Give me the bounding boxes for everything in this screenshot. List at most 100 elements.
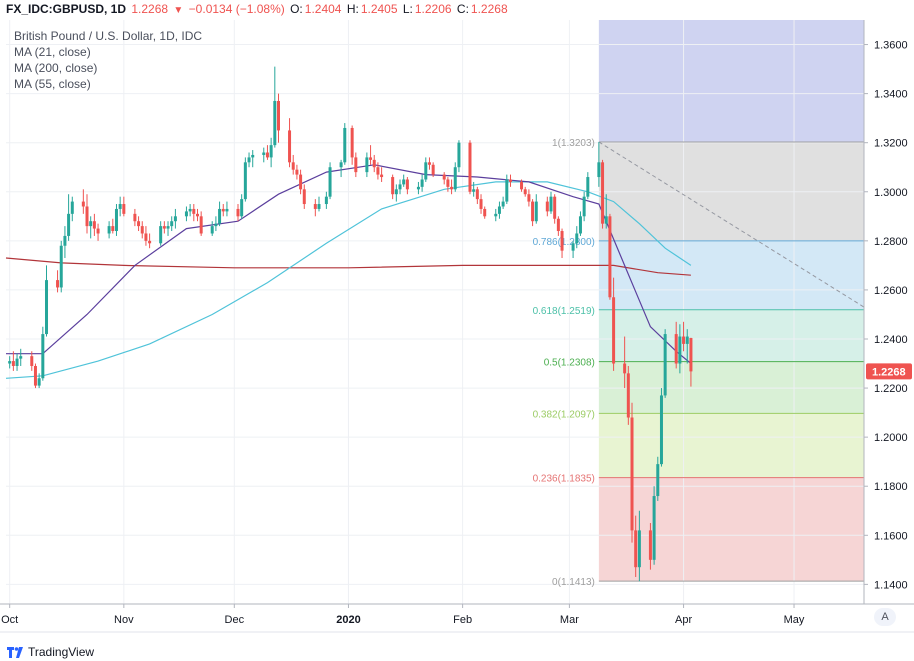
fib-level-label: 0.236(1.1835) (533, 474, 595, 485)
ma21-legend[interactable]: MA (21, close) (14, 45, 91, 59)
candle-body (67, 213, 71, 236)
down-arrow-icon: ▼ (173, 5, 184, 16)
candle-body (549, 196, 553, 212)
candle-body (405, 179, 409, 190)
candle-body (534, 201, 538, 222)
candle-body (431, 164, 435, 175)
time-tick-label: Oct (1, 614, 18, 626)
time-tick-label: May (784, 614, 805, 626)
candle-body (92, 221, 96, 229)
candle-body (199, 216, 203, 234)
candle-body (508, 179, 512, 182)
candle (56, 270, 60, 293)
candle-body (612, 297, 616, 364)
candle-body (184, 211, 188, 217)
candle (479, 194, 483, 214)
fib-level-label: 0(1.1413) (552, 577, 595, 588)
candle (8, 356, 12, 369)
candle (313, 199, 317, 217)
candle-body (497, 206, 501, 214)
candle-body (144, 233, 148, 241)
candle (81, 189, 85, 214)
price-tick-label: 1.2000 (874, 432, 908, 444)
high-label: H: (346, 2, 359, 16)
candle-body (623, 363, 627, 374)
candle-body (15, 358, 19, 366)
candle (663, 329, 667, 398)
candle-body (302, 189, 306, 205)
candle-body (354, 157, 358, 173)
candle (597, 141, 601, 187)
candle-body (214, 223, 218, 227)
series-title[interactable]: British Pound / U.S. Dollar, 1D, IDC (14, 29, 203, 43)
candle (527, 189, 531, 207)
candle-body (118, 204, 122, 209)
ma55-legend[interactable]: MA (55, close) (14, 77, 91, 91)
candle (70, 196, 74, 222)
candle (162, 221, 166, 234)
candle-body (221, 208, 225, 212)
candle-body (608, 216, 612, 298)
candle (508, 174, 512, 187)
candle-body (689, 338, 693, 372)
candle-body (571, 243, 575, 251)
candle-body (601, 162, 605, 224)
price-change: −0.0134 (−1.08%) (188, 2, 285, 16)
candle (578, 211, 582, 236)
candle-body (225, 208, 229, 212)
candle-body (236, 208, 240, 217)
candle (343, 123, 347, 165)
candle (586, 172, 590, 200)
candle-body (505, 179, 509, 202)
candle (107, 221, 111, 239)
candle (273, 66, 277, 148)
auto-scale-button[interactable]: A (874, 608, 896, 626)
candle-body (8, 361, 12, 364)
candle (240, 194, 244, 219)
candle (457, 140, 461, 173)
candle-body (420, 179, 424, 187)
candle-body (173, 216, 177, 222)
candle-body (56, 280, 60, 288)
candle (288, 118, 292, 168)
price-tick-label: 1.2600 (874, 285, 908, 297)
candle-body (317, 204, 321, 209)
candle-body (398, 184, 402, 190)
candle-body (494, 213, 498, 217)
tradingview-footer[interactable]: TradingView (6, 645, 94, 659)
price-axis-bg (864, 0, 914, 661)
candle-body (251, 154, 255, 158)
candle-body (648, 530, 652, 560)
candle (549, 191, 553, 214)
candle-body (560, 231, 564, 251)
candle-body (11, 361, 15, 366)
candle (424, 157, 428, 182)
candle (376, 162, 380, 180)
fib-level-label: 0.5(1.2308) (544, 358, 595, 369)
candle (394, 184, 398, 202)
candle-body (30, 356, 34, 366)
candle-body (472, 189, 476, 192)
candle-body (394, 189, 398, 195)
fib-top-zone (598, 20, 864, 142)
candle (534, 194, 538, 224)
candle (328, 162, 332, 200)
candle-body (140, 226, 144, 234)
candle-body (652, 496, 656, 560)
candle-body (265, 152, 269, 158)
candle (41, 326, 45, 381)
candle (317, 196, 321, 212)
symbol-label[interactable]: FX_IDC:GBPUSD, 1D (6, 2, 127, 16)
candle-body (523, 189, 527, 195)
candle-body (663, 334, 667, 396)
candle-body (137, 221, 141, 227)
candle-body (85, 206, 89, 227)
price-tick-label: 1.2200 (874, 383, 908, 395)
candle (626, 365, 630, 425)
candle-body (328, 167, 332, 197)
ma200-legend[interactable]: MA (200, close) (14, 61, 98, 75)
indicator-legend: British Pound / U.S. Dollar, 1D, IDC MA … (14, 28, 202, 92)
candle (405, 177, 409, 195)
candle-body (369, 157, 373, 160)
